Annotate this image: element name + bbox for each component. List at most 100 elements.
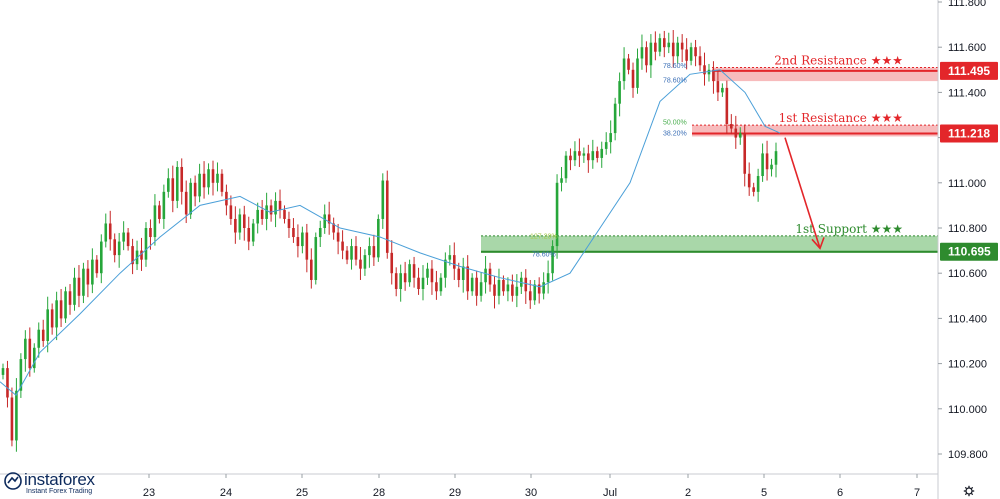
candle-body xyxy=(466,266,469,292)
x-tick-label: 28 xyxy=(373,487,385,499)
y-tick-label: 110.600 xyxy=(948,268,987,280)
candle-body xyxy=(377,218,380,258)
candle-body xyxy=(198,173,201,197)
candle-body xyxy=(278,200,282,210)
candle-body xyxy=(354,246,358,260)
candle-body xyxy=(171,178,175,201)
y-tick-label: 110.800 xyxy=(948,223,987,235)
candle-body xyxy=(426,268,429,278)
fib-level-label: 50.00% xyxy=(663,119,687,126)
candle-body xyxy=(475,277,478,296)
candle-body xyxy=(202,173,206,188)
x-tick-label: 6 xyxy=(837,487,843,499)
candle-body xyxy=(604,142,608,149)
candle-body xyxy=(461,266,465,280)
candle-body xyxy=(55,300,58,328)
y-tick-label: 111.800 xyxy=(948,0,986,9)
candle-body xyxy=(153,205,157,238)
candle-body xyxy=(216,173,219,183)
candle-body xyxy=(265,205,268,219)
candle-body xyxy=(528,291,532,301)
candle-body xyxy=(555,182,559,247)
candle-body xyxy=(140,250,143,260)
candle-body xyxy=(64,291,67,319)
y-tick-label: 109.800 xyxy=(948,449,988,461)
candle-body xyxy=(28,338,32,369)
candle-body xyxy=(318,228,322,238)
candle-body xyxy=(167,178,170,192)
candle-body xyxy=(707,69,711,75)
x-tick-label: 24 xyxy=(220,487,232,499)
candle-body xyxy=(511,284,514,296)
candle-body xyxy=(225,191,228,206)
candle-body xyxy=(175,166,179,201)
moving-average-layer xyxy=(0,69,781,396)
candle-body xyxy=(752,187,755,192)
y-tick-label: 111.000 xyxy=(948,178,986,190)
candle-body xyxy=(251,223,255,242)
candle-body xyxy=(676,42,679,57)
candle-body xyxy=(385,180,389,253)
candle-body xyxy=(82,268,85,296)
candle-body xyxy=(484,268,487,283)
candle-body xyxy=(680,42,684,50)
candle-body xyxy=(578,151,581,156)
candle-body xyxy=(238,214,242,233)
candle-body xyxy=(323,214,327,228)
candle-body xyxy=(15,390,18,441)
candle-body xyxy=(408,264,411,283)
zone-label: 1st Support ★★★ xyxy=(795,222,903,236)
x-tick-label: Jul xyxy=(603,487,617,499)
gear-icon[interactable] xyxy=(963,485,975,497)
candle-body xyxy=(658,38,662,52)
candle-body xyxy=(591,151,595,161)
candle-body xyxy=(694,47,697,57)
candle-body xyxy=(269,205,273,215)
gear-icon-tooth xyxy=(971,493,974,496)
candle-body xyxy=(774,151,778,165)
candle-body xyxy=(569,155,572,161)
candle-body xyxy=(479,282,483,296)
candle-body xyxy=(573,151,577,161)
price-tag xyxy=(940,242,998,261)
candle-body xyxy=(394,273,398,290)
x-tick-label: 25 xyxy=(296,487,308,499)
candle-body xyxy=(100,241,103,274)
candle-body xyxy=(721,87,724,93)
candle-body xyxy=(117,241,121,256)
candle-body xyxy=(649,42,653,66)
candle-body xyxy=(37,329,41,348)
x-tick-label: 2 xyxy=(685,487,691,499)
candle-body xyxy=(417,277,420,290)
candle-body xyxy=(189,182,192,215)
x-tick-label: 23 xyxy=(143,487,155,499)
candle-body xyxy=(551,246,554,274)
candle-body xyxy=(488,268,492,285)
price-tag-label: 111.495 xyxy=(948,64,990,78)
candle-body xyxy=(260,209,264,219)
candle-body xyxy=(305,232,309,260)
candle-body xyxy=(46,309,49,341)
candle-body xyxy=(662,38,666,48)
projection-arrow-head xyxy=(811,237,825,250)
y-tick-label: 111.600 xyxy=(948,42,986,54)
candle-body xyxy=(287,218,291,228)
candle-body xyxy=(310,259,313,280)
candle-body xyxy=(435,282,438,292)
candle-body xyxy=(207,169,210,188)
candle-body xyxy=(636,58,639,88)
candle-body xyxy=(184,191,188,215)
candle-body xyxy=(582,153,586,156)
instaforex-logo-icon xyxy=(4,472,22,490)
candle-body xyxy=(497,279,501,296)
candle-body xyxy=(301,232,304,247)
fib-level-label: 78.60% xyxy=(532,251,556,258)
candle-body xyxy=(640,47,644,59)
candle-body xyxy=(421,277,425,290)
y-tick-label: 111.400 xyxy=(948,87,986,99)
candle-body xyxy=(622,58,626,82)
candle-body xyxy=(104,223,108,242)
x-tick-label: 5 xyxy=(761,487,767,499)
